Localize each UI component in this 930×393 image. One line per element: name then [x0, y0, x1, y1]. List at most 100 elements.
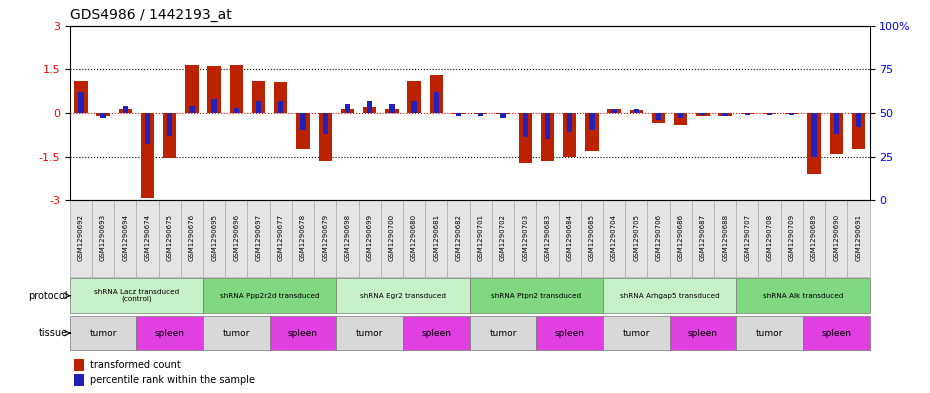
Text: tumor: tumor: [356, 329, 383, 338]
Text: GSM1290683: GSM1290683: [544, 214, 551, 261]
Bar: [359, 200, 380, 277]
Text: GSM1290705: GSM1290705: [633, 214, 639, 261]
Bar: [114, 200, 137, 277]
Text: shRNA Arhgap5 transduced: shRNA Arhgap5 transduced: [619, 293, 720, 299]
Bar: [292, 200, 314, 277]
Text: GSM1290674: GSM1290674: [144, 214, 151, 261]
Bar: [674, 113, 687, 125]
Text: spleen: spleen: [688, 329, 718, 338]
Bar: [119, 108, 132, 113]
Text: GSM1290691: GSM1290691: [856, 214, 861, 261]
Text: GSM1290678: GSM1290678: [300, 214, 306, 261]
Bar: [537, 316, 603, 350]
Bar: [274, 83, 287, 113]
Text: GSM1290679: GSM1290679: [322, 214, 328, 261]
Bar: [780, 200, 803, 277]
Bar: [833, 113, 839, 134]
Bar: [74, 81, 87, 113]
Text: GSM1290676: GSM1290676: [189, 214, 195, 261]
Bar: [478, 113, 484, 116]
Bar: [745, 113, 750, 115]
Bar: [319, 113, 332, 161]
Bar: [470, 316, 537, 350]
Bar: [300, 113, 306, 130]
Bar: [70, 200, 92, 277]
Bar: [603, 278, 737, 313]
Text: tissue: tissue: [38, 328, 68, 338]
Bar: [247, 200, 270, 277]
Text: GSM1290685: GSM1290685: [589, 214, 595, 261]
Text: tumor: tumor: [622, 329, 650, 338]
Bar: [252, 81, 265, 113]
Bar: [470, 200, 492, 277]
Text: GSM1290677: GSM1290677: [278, 214, 284, 261]
Bar: [803, 316, 870, 350]
Bar: [847, 200, 870, 277]
Bar: [567, 113, 572, 132]
Bar: [737, 316, 803, 350]
Text: GSM1290689: GSM1290689: [811, 214, 817, 261]
Bar: [856, 113, 861, 127]
Bar: [403, 316, 470, 350]
Text: GSM1290704: GSM1290704: [611, 214, 618, 261]
Text: GSM1290706: GSM1290706: [656, 214, 661, 261]
Bar: [425, 200, 447, 277]
Bar: [380, 200, 403, 277]
Text: GSM1290707: GSM1290707: [744, 214, 751, 261]
Bar: [323, 113, 328, 134]
Text: tumor: tumor: [756, 329, 783, 338]
Bar: [447, 200, 470, 277]
Bar: [763, 113, 777, 114]
Bar: [314, 200, 337, 277]
Text: shRNA Lacz transduced
(control): shRNA Lacz transduced (control): [94, 289, 179, 303]
Bar: [603, 200, 625, 277]
Text: shRNA Alk transduced: shRNA Alk transduced: [763, 293, 844, 299]
Bar: [367, 101, 372, 113]
Bar: [452, 113, 465, 114]
Bar: [345, 104, 350, 113]
Bar: [790, 113, 794, 115]
Text: GSM1290702: GSM1290702: [500, 214, 506, 261]
Bar: [759, 200, 780, 277]
Bar: [78, 92, 84, 113]
Bar: [278, 101, 284, 113]
Text: GDS4986 / 1442193_at: GDS4986 / 1442193_at: [70, 7, 232, 22]
Bar: [785, 113, 799, 114]
Bar: [190, 106, 194, 113]
Bar: [159, 200, 180, 277]
Bar: [203, 200, 225, 277]
Bar: [203, 316, 270, 350]
Bar: [670, 316, 737, 350]
Text: GSM1290694: GSM1290694: [122, 214, 128, 261]
Bar: [737, 200, 759, 277]
Bar: [625, 200, 647, 277]
Bar: [470, 278, 603, 313]
Bar: [633, 110, 639, 113]
Text: GSM1290686: GSM1290686: [678, 214, 684, 261]
Bar: [403, 200, 425, 277]
Bar: [230, 65, 243, 113]
Bar: [100, 113, 106, 118]
Text: GSM1290697: GSM1290697: [256, 214, 261, 261]
Bar: [167, 113, 172, 136]
Bar: [123, 106, 128, 113]
Bar: [537, 200, 559, 277]
Text: GSM1290700: GSM1290700: [389, 214, 395, 261]
Bar: [73, 374, 84, 386]
Bar: [297, 113, 310, 149]
Bar: [852, 113, 865, 149]
Bar: [211, 99, 217, 113]
Bar: [523, 113, 528, 138]
Text: GSM1290695: GSM1290695: [211, 214, 218, 261]
Bar: [337, 278, 470, 313]
Text: GSM1290675: GSM1290675: [166, 214, 173, 261]
Bar: [185, 65, 199, 113]
Bar: [647, 200, 670, 277]
Text: transformed count: transformed count: [89, 360, 180, 370]
Bar: [514, 200, 537, 277]
Bar: [225, 200, 247, 277]
Text: GSM1290682: GSM1290682: [456, 214, 461, 261]
Text: GSM1290680: GSM1290680: [411, 214, 418, 261]
Bar: [630, 110, 643, 113]
Bar: [207, 66, 220, 113]
